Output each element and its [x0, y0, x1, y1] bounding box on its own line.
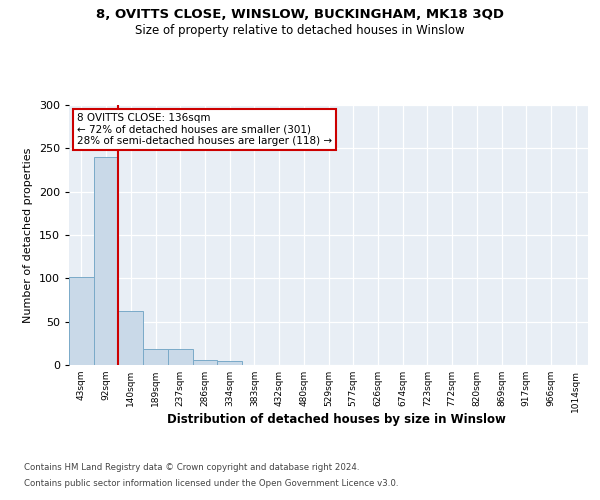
Bar: [94, 157, 118, 365]
Text: Contains public sector information licensed under the Open Government Licence v3: Contains public sector information licen…: [24, 478, 398, 488]
Text: Distribution of detached houses by size in Winslow: Distribution of detached houses by size …: [167, 412, 505, 426]
Text: 8 OVITTS CLOSE: 136sqm
← 72% of detached houses are smaller (301)
28% of semi-de: 8 OVITTS CLOSE: 136sqm ← 72% of detached…: [77, 113, 332, 146]
Y-axis label: Number of detached properties: Number of detached properties: [23, 148, 33, 322]
Bar: [193, 360, 217, 365]
Bar: [118, 312, 143, 365]
Text: 8, OVITTS CLOSE, WINSLOW, BUCKINGHAM, MK18 3QD: 8, OVITTS CLOSE, WINSLOW, BUCKINGHAM, MK…: [96, 8, 504, 20]
Text: Size of property relative to detached houses in Winslow: Size of property relative to detached ho…: [135, 24, 465, 37]
Text: Contains HM Land Registry data © Crown copyright and database right 2024.: Contains HM Land Registry data © Crown c…: [24, 464, 359, 472]
Bar: [217, 360, 242, 365]
Bar: [168, 350, 193, 365]
Bar: [143, 350, 168, 365]
Bar: [69, 278, 94, 365]
